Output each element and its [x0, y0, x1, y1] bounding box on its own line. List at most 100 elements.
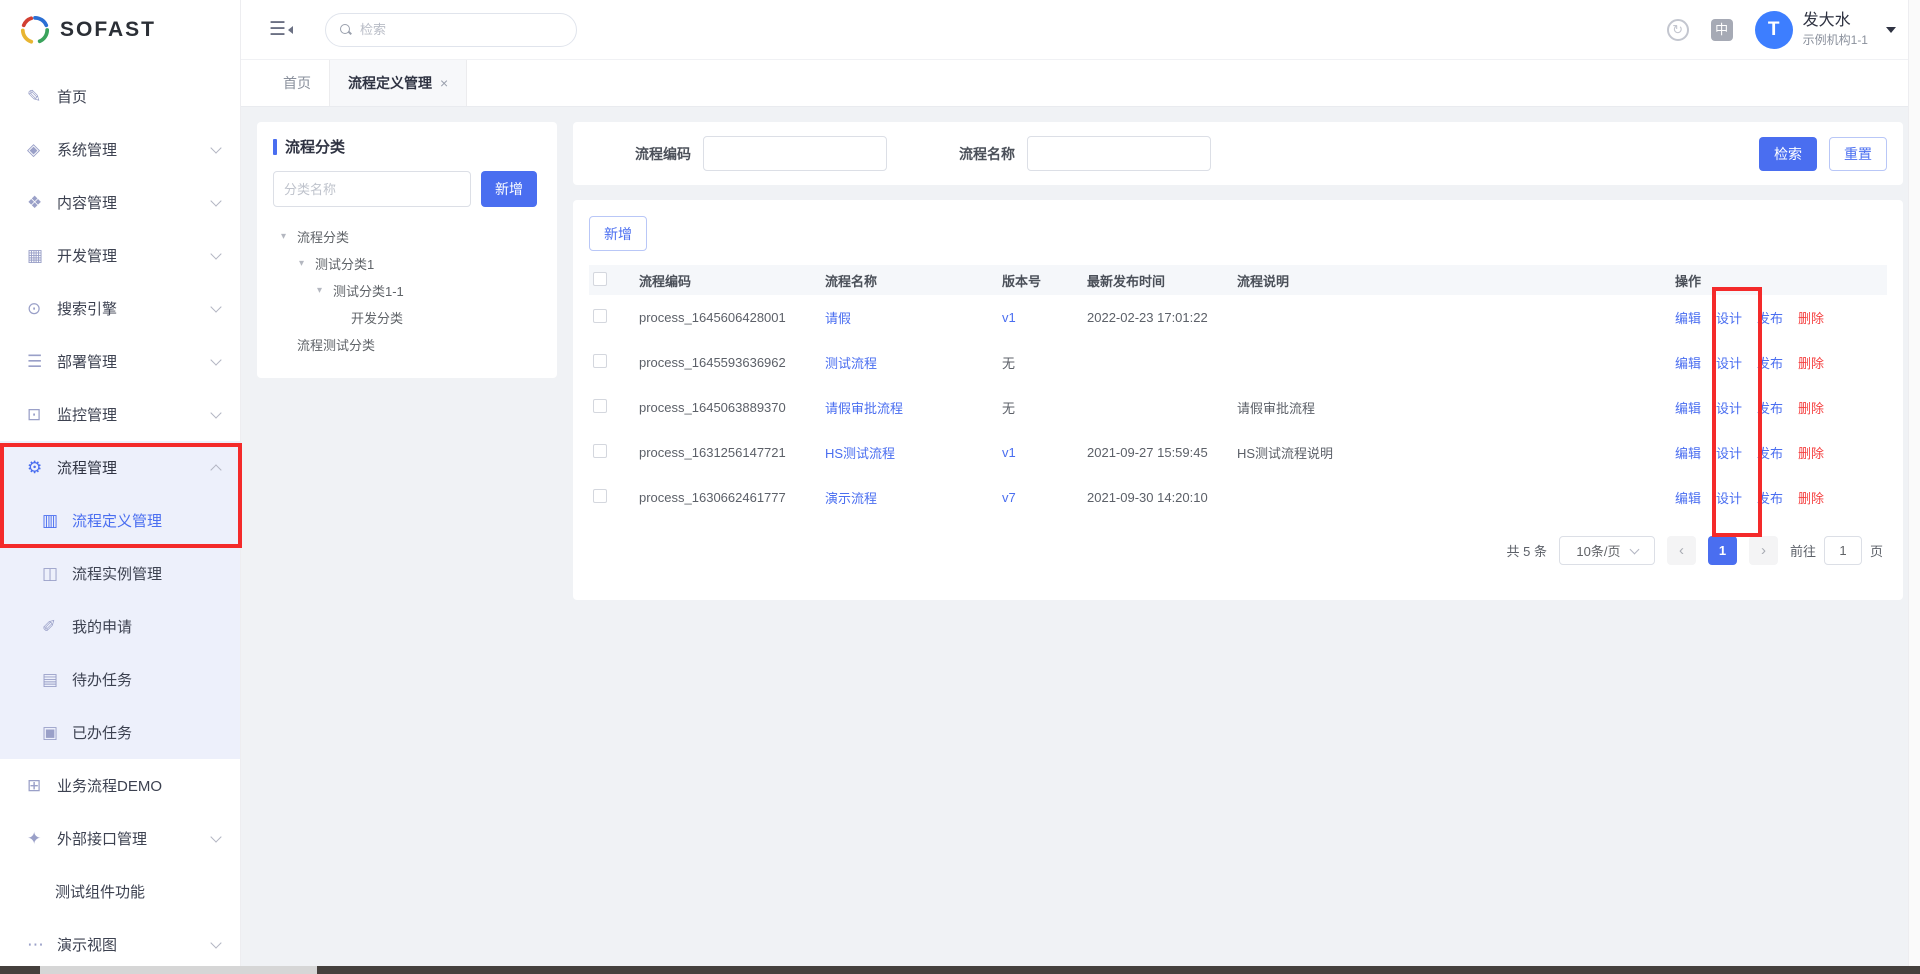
delete-link[interactable]: 删除	[1798, 491, 1825, 506]
process-name-link[interactable]: 测试流程	[825, 356, 878, 371]
design-link[interactable]: 设计	[1716, 356, 1743, 371]
refresh-icon[interactable]: ↻	[1666, 18, 1689, 41]
table-header-row: 流程编码 流程名称 版本号 最新发布时间 流程说明 操作	[589, 265, 1887, 295]
filter-name-input[interactable]	[1027, 136, 1211, 171]
sidebar-item-search-engine[interactable]: ⊙ 搜索引擎	[0, 282, 240, 335]
sidebar-item-process-definition[interactable]: ▥ 流程定义管理	[0, 494, 240, 547]
publish-link[interactable]: 发布	[1757, 491, 1784, 506]
edit-link[interactable]: 编辑	[1675, 446, 1702, 461]
sidebar-item-my-application[interactable]: ✐ 我的申请	[0, 600, 240, 653]
category-form: 新增	[273, 171, 541, 207]
goto-page-input[interactable]	[1823, 536, 1862, 565]
page-size-select[interactable]: 10条/页	[1558, 536, 1655, 565]
publish-link[interactable]: 发布	[1757, 356, 1784, 371]
sidebar-item-todo-tasks[interactable]: ▤ 待办任务	[0, 653, 240, 706]
caret-down-icon	[1886, 26, 1896, 33]
category-add-button[interactable]: 新增	[481, 171, 537, 207]
publish-link[interactable]: 发布	[1757, 401, 1784, 416]
next-page-button[interactable]: ›	[1748, 536, 1778, 565]
edit-link[interactable]: 编辑	[1675, 491, 1702, 506]
design-link[interactable]: 设计	[1716, 446, 1743, 461]
tree-expand-icon[interactable]: ▾	[317, 285, 323, 296]
col-header-publish-time: 最新发布时间	[1083, 265, 1233, 295]
sidebar-item-demo-view[interactable]: ⋯ 演示视图	[0, 918, 240, 971]
edit-square-icon: ✎	[27, 86, 42, 106]
tree-node[interactable]: 开发分类	[351, 311, 404, 326]
tab-home[interactable]: 首页	[283, 75, 311, 91]
user-menu[interactable]: T 发大水 示例机构1-1	[1754, 10, 1896, 49]
category-name-input[interactable]	[273, 171, 471, 207]
top-header: ☰ ↻ 中 T 发大水 示例机构1-1	[241, 0, 1920, 60]
process-name-link[interactable]: 请假	[825, 311, 852, 326]
sidebar-item-external-api[interactable]: ✦ 外部接口管理	[0, 812, 240, 865]
edit-link[interactable]: 编辑	[1675, 311, 1702, 326]
edit-link[interactable]: 编辑	[1675, 356, 1702, 371]
process-name-link[interactable]: 请假审批流程	[825, 401, 904, 416]
sidebar-item-process-mgmt[interactable]: ⚙ 流程管理	[0, 441, 240, 494]
select-all-checkbox[interactable]	[593, 271, 607, 286]
edit-link[interactable]: 编辑	[1675, 401, 1702, 416]
ellipsis-icon: ⋯	[27, 934, 44, 954]
process-table-card: 新增 流程编码 流程名称 版本号 最新发布时间	[573, 200, 1903, 600]
delete-link[interactable]: 删除	[1798, 356, 1825, 371]
tab-bar: 首页 流程定义管理 ×	[241, 60, 1920, 107]
prev-page-button[interactable]: ‹	[1666, 536, 1696, 565]
close-icon[interactable]: ×	[440, 75, 449, 91]
sidebar-item-monitor[interactable]: ⊡ 监控管理	[0, 388, 240, 441]
add-process-button[interactable]: 新增	[589, 216, 647, 251]
publish-link[interactable]: 发布	[1757, 311, 1784, 326]
sidebar-item-system[interactable]: ◈ 系统管理	[0, 123, 240, 176]
pagination-total: 共 5 条	[1506, 544, 1547, 559]
chevron-up-icon	[210, 463, 222, 476]
tab-process-definition[interactable]: 流程定义管理 ×	[329, 60, 468, 106]
language-icon[interactable]: 中	[1710, 18, 1733, 41]
tree-node[interactable]: ▾ 测试分类1-1	[317, 284, 404, 299]
design-link[interactable]: 设计	[1716, 311, 1743, 326]
horizontal-scrollbar[interactable]	[0, 966, 1920, 974]
global-search-input[interactable]	[360, 22, 563, 37]
table-row: process_1631256147721 HS测试流程 v1 2021-09-…	[589, 430, 1887, 475]
vertical-scrollbar-track[interactable]	[1908, 0, 1920, 974]
plug-icon: ✦	[27, 828, 42, 848]
delete-link[interactable]: 删除	[1798, 311, 1825, 326]
current-page-button[interactable]: 1	[1707, 536, 1737, 565]
sidebar-item-process-instance[interactable]: ◫ 流程实例管理	[0, 547, 240, 600]
design-link[interactable]: 设计	[1716, 491, 1743, 506]
sidebar-menu: ✎ 首页 ◈ 系统管理 ❖ 内容管理 ▦ 开发管理 ⊙ 搜索引擎	[0, 60, 240, 971]
cell-version[interactable]: v7	[1002, 490, 1016, 505]
horizontal-scrollbar-thumb[interactable]	[40, 966, 317, 974]
publish-link[interactable]: 发布	[1757, 446, 1784, 461]
sidebar-item-deploy[interactable]: ☰ 部署管理	[0, 335, 240, 388]
sidebar-item-done-tasks[interactable]: ▣ 已办任务	[0, 706, 240, 759]
row-checkbox[interactable]	[593, 489, 607, 503]
cell-version[interactable]: v1	[1002, 310, 1016, 325]
sidebar-item-dev[interactable]: ▦ 开发管理	[0, 229, 240, 282]
tree-node[interactable]: 流程测试分类	[297, 338, 376, 353]
row-checkbox[interactable]	[593, 354, 607, 368]
process-name-link[interactable]: HS测试流程	[825, 446, 896, 461]
presentation-icon: ⊞	[27, 775, 42, 795]
sidebar-item-content[interactable]: ❖ 内容管理	[0, 176, 240, 229]
cell-version[interactable]: v1	[1002, 445, 1016, 460]
tree-expand-icon[interactable]: ▾	[299, 258, 305, 269]
sidebar-item-home[interactable]: ✎ 首页	[27, 86, 88, 107]
design-link[interactable]: 设计	[1716, 401, 1743, 416]
delete-link[interactable]: 删除	[1798, 446, 1825, 461]
tree-node[interactable]: ▾ 流程分类	[281, 230, 350, 245]
tree-node[interactable]: ▾ 测试分类1	[299, 257, 375, 272]
filter-code-input[interactable]	[703, 136, 887, 171]
row-checkbox[interactable]	[593, 399, 607, 413]
row-checkbox[interactable]	[593, 309, 607, 323]
reset-button[interactable]: 重置	[1829, 136, 1887, 171]
filter-bar: 流程编码 流程名称 检索 重置	[573, 122, 1903, 185]
tree-expand-icon[interactable]: ▾	[281, 231, 287, 242]
cell-description	[1233, 340, 1671, 385]
global-search	[325, 12, 578, 47]
search-button[interactable]: 检索	[1759, 136, 1817, 171]
row-checkbox[interactable]	[593, 444, 607, 458]
delete-link[interactable]: 删除	[1798, 401, 1825, 416]
process-name-link[interactable]: 演示流程	[825, 491, 878, 506]
sidebar-item-business-demo[interactable]: ⊞ 业务流程DEMO	[27, 775, 163, 796]
menu-fold-icon[interactable]: ☰	[269, 20, 294, 39]
sidebar-item-test-component[interactable]: 测试组件功能	[55, 884, 146, 901]
